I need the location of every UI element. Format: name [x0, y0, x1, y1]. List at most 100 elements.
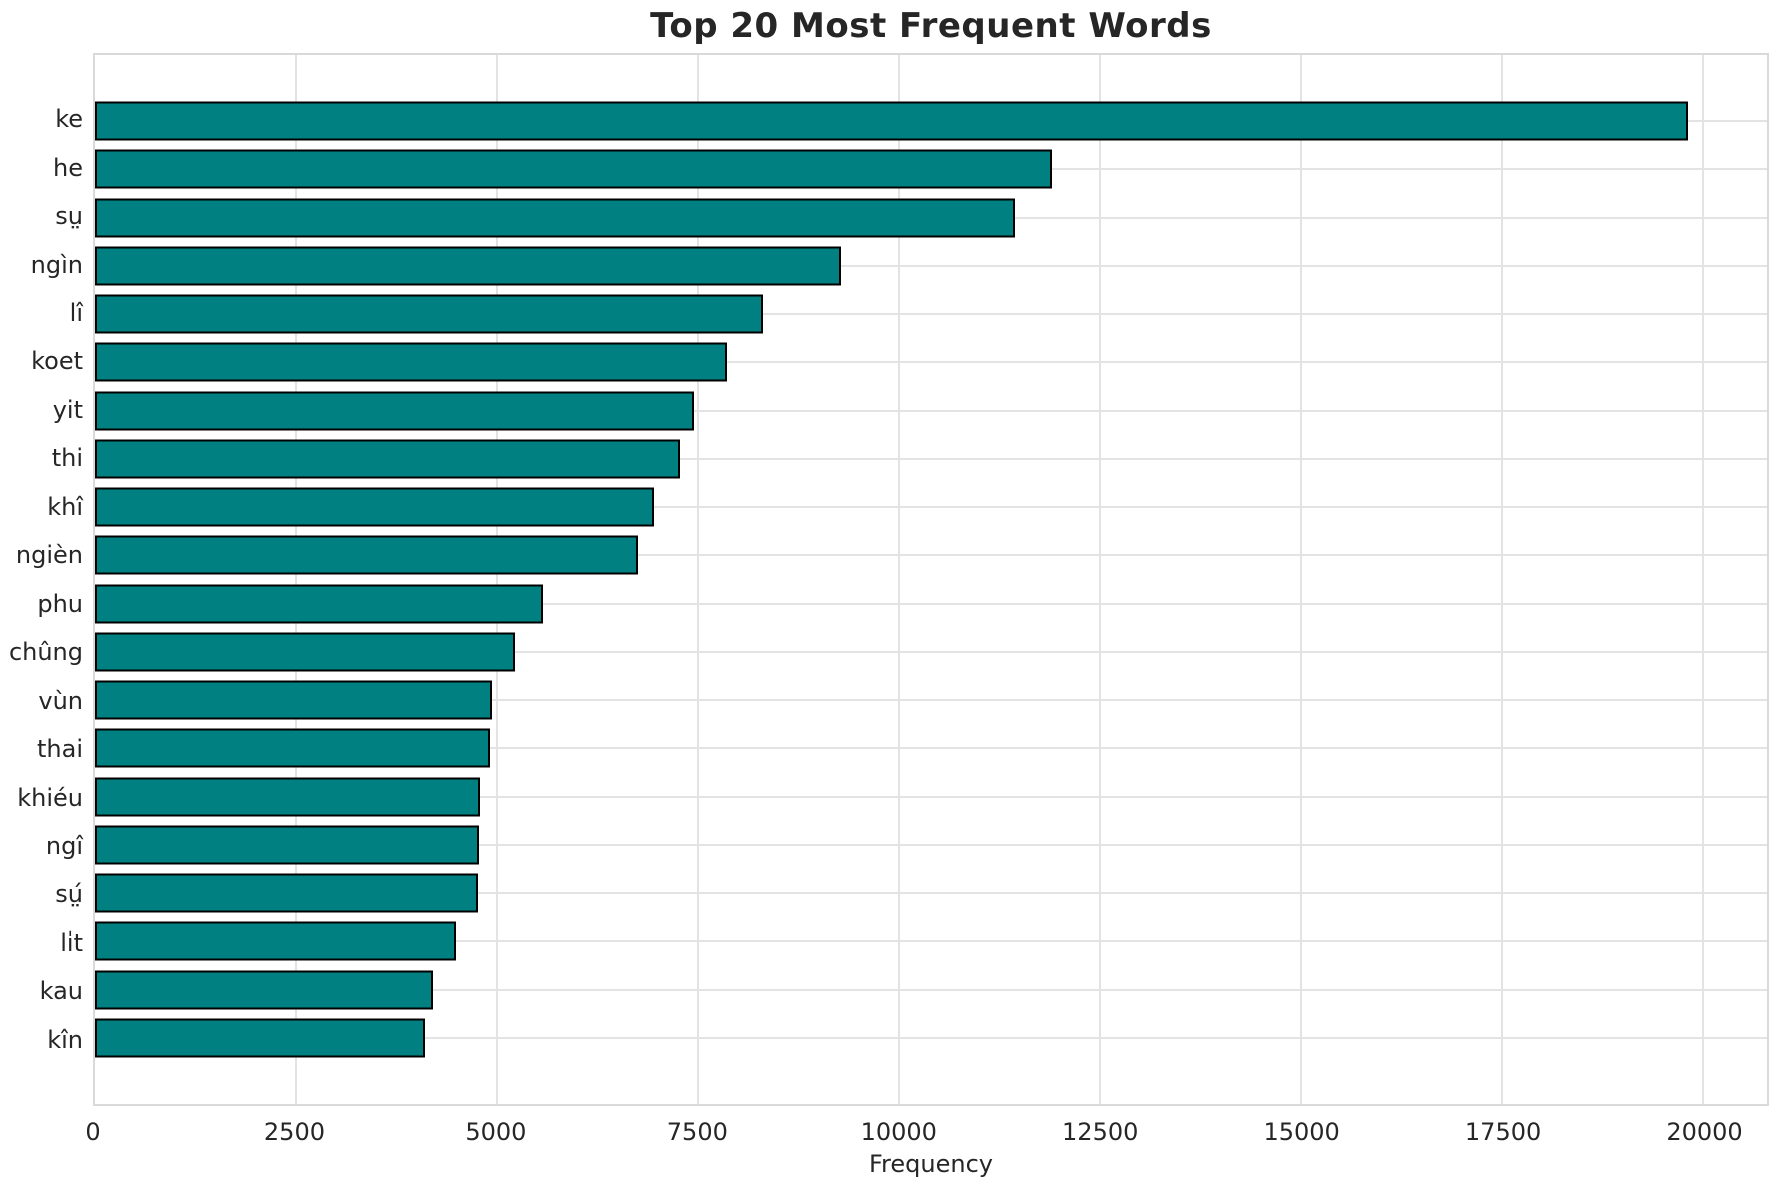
bar-kîn	[95, 1018, 425, 1058]
x-tick-label-17500: 17500	[1464, 1118, 1542, 1146]
bar-khî	[95, 487, 655, 527]
x-tick-label-0: 0	[85, 1118, 101, 1146]
x-tick-label-7500: 7500	[666, 1118, 728, 1146]
bar-row-thi	[95, 435, 1767, 483]
gridline-horizontal	[95, 602, 1767, 605]
y-tick-label-sṳ: sṳ	[55, 202, 83, 231]
x-axis-label: Frequency	[869, 1150, 993, 1178]
gridline-horizontal	[95, 409, 1767, 412]
gridline-horizontal	[95, 650, 1767, 653]
gridline-horizontal	[95, 892, 1767, 895]
bar-row-ke	[95, 97, 1767, 145]
bar-chûng	[95, 632, 515, 672]
y-tick-label-li̍t: li̍t	[60, 928, 83, 957]
x-tick-label-10000: 10000	[860, 1118, 937, 1146]
y-tick-label-ngìn: ngìn	[30, 250, 83, 279]
gridline-horizontal	[95, 699, 1767, 702]
gridline-horizontal	[95, 940, 1767, 943]
bar-row-lî	[95, 290, 1767, 338]
bar-row-thai	[95, 724, 1767, 772]
bar-phu	[95, 584, 543, 624]
bar-row-yit	[95, 387, 1767, 435]
plot-area	[93, 53, 1769, 1106]
bar-lî	[95, 294, 763, 334]
y-tick-label-ngièn: ngièn	[15, 541, 83, 570]
bar-sṳ́	[95, 873, 478, 913]
bar-ngî	[95, 825, 480, 865]
gridline-vertical	[696, 55, 699, 1104]
bar-ngìn	[95, 246, 841, 286]
gridline-horizontal	[95, 988, 1767, 991]
y-tick-label-khiéu: khiéu	[17, 783, 83, 812]
y-tick-label-ke: ke	[55, 105, 83, 134]
x-tick-label-12500: 12500	[1062, 1118, 1139, 1146]
y-tick-label-vùn: vùn	[38, 686, 83, 715]
gridline-vertical	[897, 55, 900, 1104]
y-tick-label-ngî: ngî	[45, 831, 83, 860]
gridline-horizontal	[95, 1036, 1767, 1039]
gridline-horizontal	[95, 843, 1767, 846]
bar-row-sṳ	[95, 194, 1767, 242]
bar-row-sṳ́	[95, 869, 1767, 917]
bar-row-chûng	[95, 628, 1767, 676]
y-tick-label-phu: phu	[37, 589, 83, 618]
bar-thi	[95, 439, 681, 479]
y-tick-label-lî: lî	[69, 299, 83, 328]
x-tick-label-2500: 2500	[263, 1118, 325, 1146]
bar-row-he	[95, 145, 1767, 193]
gridline-horizontal	[95, 554, 1767, 557]
y-tick-label-he: he	[53, 153, 83, 182]
gridline-horizontal	[95, 795, 1767, 798]
bar-vùn	[95, 680, 493, 720]
gridline-horizontal	[95, 264, 1767, 267]
bar-yit	[95, 391, 694, 431]
y-tick-label-khî: khî	[47, 492, 83, 521]
bars-container	[95, 55, 1767, 1104]
bar-li̍t	[95, 921, 456, 961]
bar-kau	[95, 970, 433, 1010]
gridline-horizontal	[95, 313, 1767, 316]
x-tick-label-5000: 5000	[465, 1118, 527, 1146]
bar-row-ngî	[95, 821, 1767, 869]
gridline-vertical	[1701, 55, 1704, 1104]
bar-row-phu	[95, 580, 1767, 628]
y-tick-label-kau: kau	[39, 977, 83, 1006]
y-tick-label-chûng: chûng	[8, 638, 83, 667]
bar-row-khî	[95, 483, 1767, 531]
bar-ke	[95, 101, 1689, 141]
y-tick-label-kîn: kîn	[47, 1025, 83, 1054]
bar-thai	[95, 728, 491, 768]
bar-row-kîn	[95, 1014, 1767, 1062]
gridline-horizontal	[95, 747, 1767, 750]
x-tick-label-20000: 20000	[1666, 1118, 1743, 1146]
bar-he	[95, 149, 1053, 189]
gridline-vertical	[1500, 55, 1503, 1104]
y-axis-tick-labels: ke he sṳ ngìn lî koet yit thi khî ngièn phu chûng vù…	[0, 0, 83, 1185]
gridline-vertical	[1098, 55, 1101, 1104]
y-tick-label-koet: koet	[31, 347, 83, 376]
y-tick-label-sṳ́: sṳ́	[55, 880, 83, 909]
y-tick-label-thai: thai	[37, 735, 83, 764]
gridline-horizontal	[95, 457, 1767, 460]
bar-row-khiéu	[95, 773, 1767, 821]
bar-sṳ	[95, 198, 1016, 238]
bar-khiéu	[95, 777, 481, 817]
gridline-horizontal	[95, 506, 1767, 509]
bar-row-vùn	[95, 676, 1767, 724]
bar-row-koet	[95, 338, 1767, 386]
gridline-vertical	[495, 55, 498, 1104]
bar-row-ngièn	[95, 531, 1767, 579]
bar-row-kau	[95, 966, 1767, 1014]
gridline-vertical	[294, 55, 297, 1104]
chart-title: Top 20 Most Frequent Words	[650, 6, 1212, 46]
bar-row-li̍t	[95, 917, 1767, 965]
x-tick-label-15000: 15000	[1263, 1118, 1340, 1146]
bar-ngièn	[95, 535, 638, 575]
gridline-horizontal	[95, 361, 1767, 364]
bar-row-ngìn	[95, 242, 1767, 290]
bar-koet	[95, 342, 727, 382]
y-tick-label-yit: yit	[52, 395, 83, 424]
y-tick-label-thi: thi	[51, 444, 83, 473]
gridline-vertical	[1299, 55, 1302, 1104]
